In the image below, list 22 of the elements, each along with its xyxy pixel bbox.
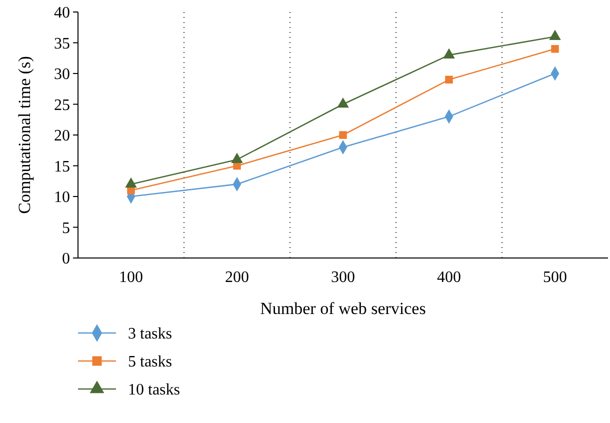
x-tick-label: 300	[331, 269, 355, 286]
legend-label: 10 tasks	[128, 382, 180, 399]
y-axis-title: Computational time (s)	[15, 56, 34, 214]
point	[445, 76, 453, 84]
y-tick-label: 25	[54, 96, 70, 114]
x-tick-label: 200	[225, 269, 249, 286]
y-tick-label: 10	[54, 189, 70, 206]
x-tick-label: 100	[119, 269, 143, 286]
y-tick-label: 40	[54, 4, 70, 22]
x-tick-label: 400	[437, 269, 461, 286]
y-tick-label: 0	[62, 250, 70, 268]
legend-label: 3 tasks	[128, 326, 172, 343]
point	[551, 45, 559, 53]
y-tick-label: 35	[54, 35, 70, 52]
x-axis-title: Number of web services	[260, 299, 426, 318]
legend-label: 5 tasks	[128, 354, 172, 371]
x-tick-label: 500	[543, 269, 567, 286]
y-tick-label: 15	[54, 158, 70, 176]
point	[339, 131, 347, 139]
y-tick-label: 5	[62, 220, 70, 237]
y-tick-label: 30	[54, 66, 70, 84]
y-tick-label: 20	[54, 128, 70, 145]
